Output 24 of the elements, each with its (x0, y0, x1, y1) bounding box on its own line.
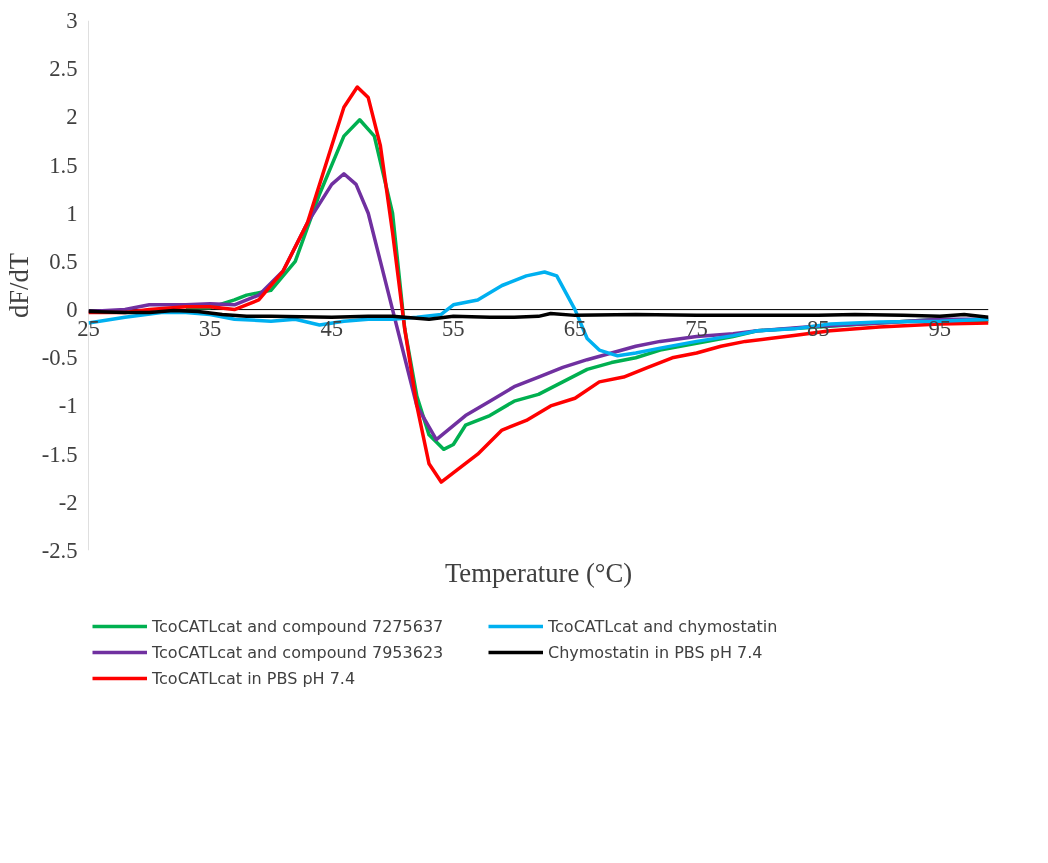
x-tick-label: 25 (77, 315, 100, 341)
y-tick-label: -2 (58, 489, 78, 515)
y-tick-label: 1 (66, 200, 78, 226)
y-tick-label: 2 (66, 104, 78, 130)
x-tick-label: 55 (442, 315, 465, 341)
y-tick-label: 1.5 (49, 152, 78, 178)
legend-label: TcoCATLcat and chymostatin (547, 616, 779, 636)
y-tick-label: -1.5 (41, 441, 78, 467)
y-tick-label: 3 (66, 8, 78, 33)
y-tick-label: 2.5 (49, 56, 78, 82)
x-tick-label: 85 (806, 315, 830, 341)
x-tick-label: 75 (685, 315, 708, 341)
legend-label: TcoCATLcat in PBS pH 7.4 (151, 668, 357, 688)
y-axis-title: dF/dT (3, 252, 34, 319)
y-tick-label: -2.5 (41, 538, 78, 563)
y-tick-label: 0 (66, 297, 78, 323)
x-axis-title: Temperature (°C) (444, 557, 633, 588)
legend-label: Chymostatin in PBS pH 7.4 (547, 642, 764, 662)
y-tick-label: -1 (58, 393, 78, 419)
legend-label: TcoCATLcat and compound 7953623 (151, 642, 445, 662)
x-tick-label: 35 (198, 315, 222, 341)
y-tick-label: -0.5 (41, 345, 78, 371)
legend-label: TcoCATLcat and compound 7275637 (151, 616, 445, 636)
y-tick-label: 0.5 (49, 248, 78, 274)
